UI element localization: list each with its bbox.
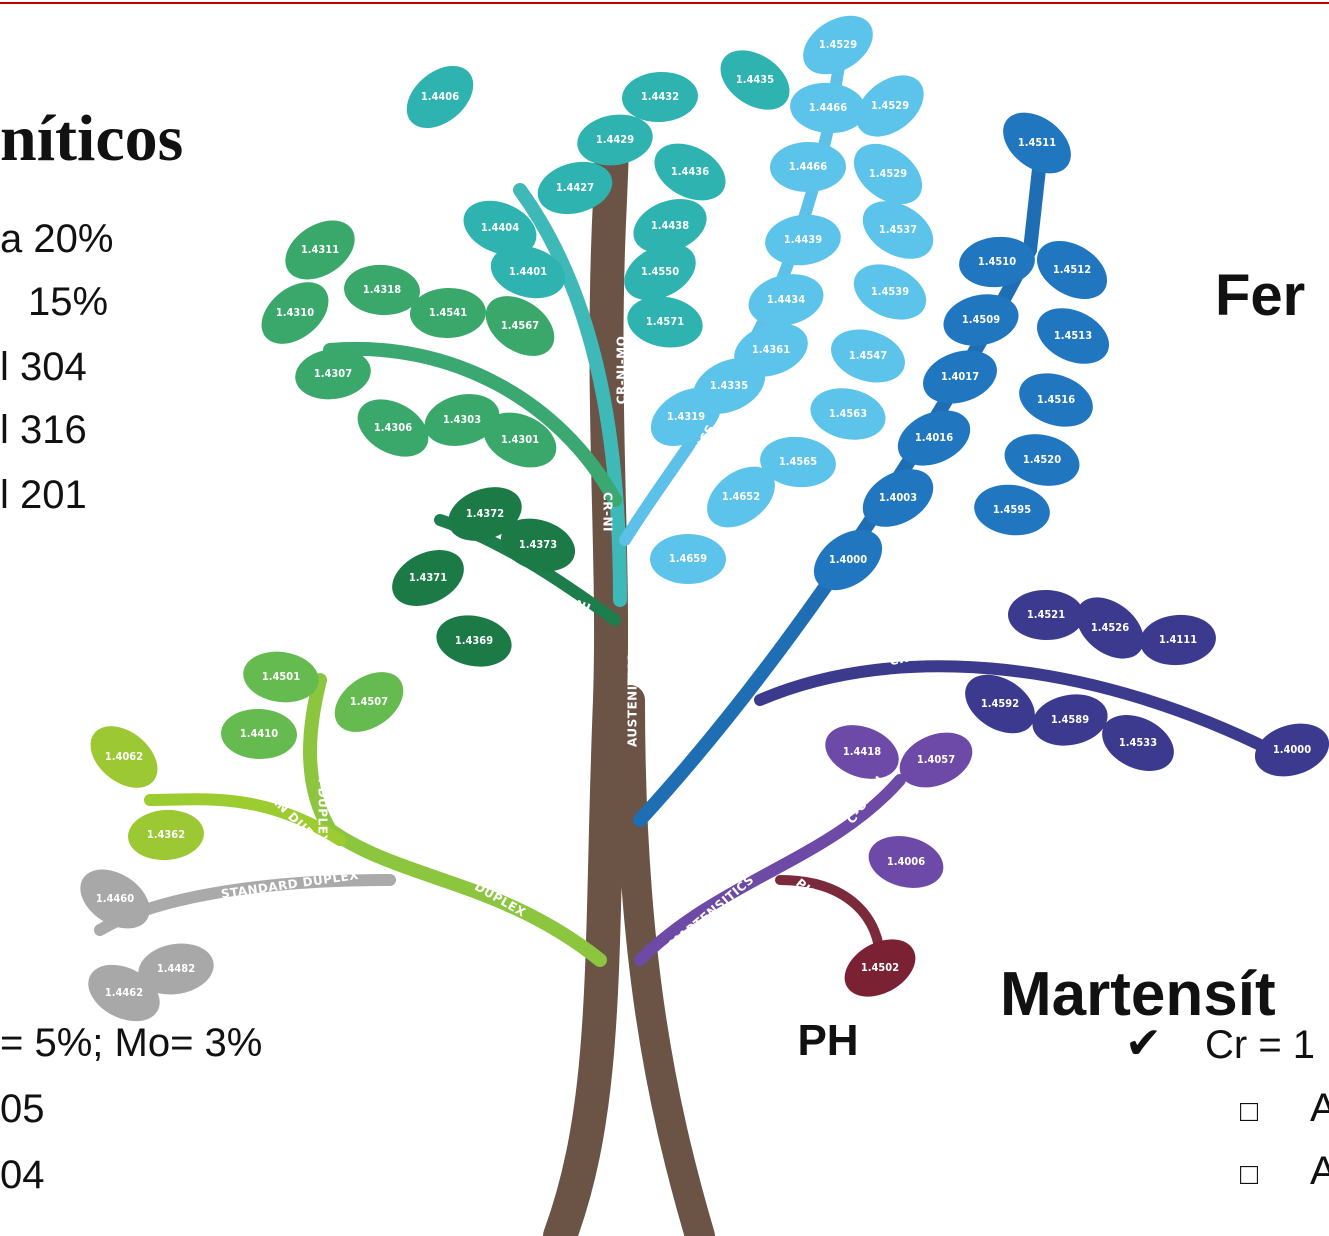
bullet: □ (1240, 1095, 1259, 1128)
leaf-label: 1.4369 (455, 634, 493, 647)
leaf-label: 1.4000 (1273, 743, 1311, 756)
leaf-label: 1.4547 (849, 349, 887, 362)
branch-label: CR (876, 603, 898, 626)
leaf-label: 1.4539 (871, 285, 909, 298)
left-bottom-item: = 5%; Mo= 3% (0, 1021, 262, 1065)
leaf-label: 1.4434 (767, 293, 805, 306)
leaf-label: 1.4401 (509, 265, 547, 278)
leaf-label: 1.4571 (646, 315, 684, 328)
leaf-label: 1.4529 (819, 38, 857, 51)
leaf-label: 1.4301 (501, 433, 539, 446)
leaf-label: 1.4306 (374, 421, 412, 434)
leaf-label: 1.4533 (1119, 736, 1157, 749)
left-bottom-item: 05 (0, 1087, 45, 1131)
leaf-label: 1.4507 (350, 695, 388, 708)
leaf-label: 1.4521 (1027, 608, 1065, 621)
leaf-label: 1.4432 (641, 90, 679, 103)
bullet: ✔ (1125, 1019, 1162, 1068)
leaf-label: 1.4003 (879, 491, 917, 504)
leaf-label: 1.4565 (779, 455, 817, 468)
leaf-label: 1.4482 (157, 962, 195, 975)
right-item: A (1310, 1149, 1329, 1193)
leaf-label: 1.4006 (887, 855, 925, 868)
leaf-label: 1.4310 (276, 306, 314, 319)
leaf-label: 1.4111 (1159, 633, 1197, 646)
left-item: l 304 (0, 345, 87, 389)
leaf-label: 1.4318 (363, 283, 401, 296)
leaf-label: 1.4510 (978, 255, 1016, 268)
leaf-label: 1.4466 (789, 160, 827, 173)
leaf-label: 1.4418 (843, 745, 881, 758)
leaf-label: 1.4537 (879, 223, 917, 236)
leaf-label: 1.4362 (147, 828, 185, 841)
branch-label: STANDARD DUPLEX (220, 868, 360, 901)
leaf-label: 1.4513 (1054, 329, 1092, 342)
branch-label: CR-NI-MO (615, 336, 629, 405)
leaf-label: 1.4541 (429, 306, 467, 319)
leaf-label: 1.4501 (262, 670, 300, 683)
leaf-label: 1.4311 (301, 243, 339, 256)
leaf-label: 1.4563 (829, 407, 867, 420)
leaf-label: 1.4427 (556, 181, 594, 194)
leaf-label: 1.4335 (710, 379, 748, 392)
left-item: a 20% (0, 217, 113, 261)
leaf-label: 1.4438 (651, 219, 689, 232)
leaf-label: 1.4659 (669, 552, 707, 565)
left-item: l 201 (0, 473, 87, 517)
leaf-label: 1.4000 (829, 553, 867, 566)
leaf-label: 1.4592 (981, 697, 1019, 710)
leaf-label: 1.4372 (466, 507, 504, 520)
leaf-label: 1.4460 (96, 892, 134, 905)
leaf-label: 1.4439 (784, 233, 822, 246)
leaf-label: 1.4406 (421, 90, 459, 103)
leaf-label: 1.4567 (501, 319, 539, 332)
leaf-label: 1.4589 (1051, 713, 1089, 726)
leaf-label: 1.4529 (871, 99, 909, 112)
leaf-label: 1.4466 (809, 101, 847, 114)
leaf-label: 1.4307 (314, 367, 352, 380)
leaf-label: 1.4652 (722, 490, 760, 503)
branch-label: CR-NI (601, 492, 615, 532)
leaf-label: 1.4516 (1037, 393, 1075, 406)
leaf-label: 1.4429 (596, 133, 634, 146)
leaf-label: 1.4509 (962, 313, 1000, 326)
leaf-label: 1.4462 (105, 986, 143, 999)
leaf-label: 1.4404 (481, 221, 519, 234)
leaf-label: 1.4410 (240, 727, 278, 740)
leaf-label: 1.4373 (519, 538, 557, 551)
left-item: 15% (28, 280, 108, 324)
left-bottom-item: 04 (0, 1153, 45, 1197)
leaf-label: 1.4512 (1053, 263, 1091, 276)
right-title: Fer (1215, 263, 1305, 328)
leaf-label: 1.4057 (917, 753, 955, 766)
right-item: Cr = 1 (1205, 1023, 1315, 1067)
leaf-label: 1.4526 (1091, 621, 1129, 634)
leaf-label: 1.4371 (409, 571, 447, 584)
leaf-label: 1.4595 (993, 503, 1031, 516)
leaf-label: 1.4017 (941, 370, 979, 383)
branch-label: SUPER DUPLEX (316, 736, 330, 845)
left-item: l 316 (0, 408, 87, 452)
leaf-label: 1.4435 (736, 73, 774, 86)
leaf-label: 1.4303 (443, 413, 481, 426)
tree: 1.4406 1.4432 1.4435 1.4429 1.4436 1.4427 1.44… (70, 4, 1329, 1033)
leaf-label: 1.4016 (915, 431, 953, 444)
leaf-label: 1.4319 (667, 410, 705, 423)
ph-label: PH (797, 1016, 858, 1065)
left-title: níticos (0, 102, 183, 175)
right-item: A (1310, 1086, 1329, 1130)
branch-label: MARTENSITICS (667, 872, 757, 951)
leaf-label: 1.4361 (752, 343, 790, 356)
leaf-label: 1.4520 (1023, 453, 1061, 466)
leaf-label: 1.4436 (671, 165, 709, 178)
leaf-label: 1.4062 (105, 750, 143, 763)
branch-label: AUSTENITICS (626, 653, 640, 747)
leaf-label: 1.4550 (641, 265, 679, 278)
slide: 1.4406 1.4432 1.4435 1.4429 1.4436 1.4427 1.44… (0, 0, 1329, 1236)
leaf-label: 1.4529 (869, 167, 907, 180)
leaf-label: 1.4502 (861, 961, 899, 974)
bullet: □ (1240, 1158, 1259, 1191)
leaf-label: 1.4511 (1018, 136, 1056, 149)
